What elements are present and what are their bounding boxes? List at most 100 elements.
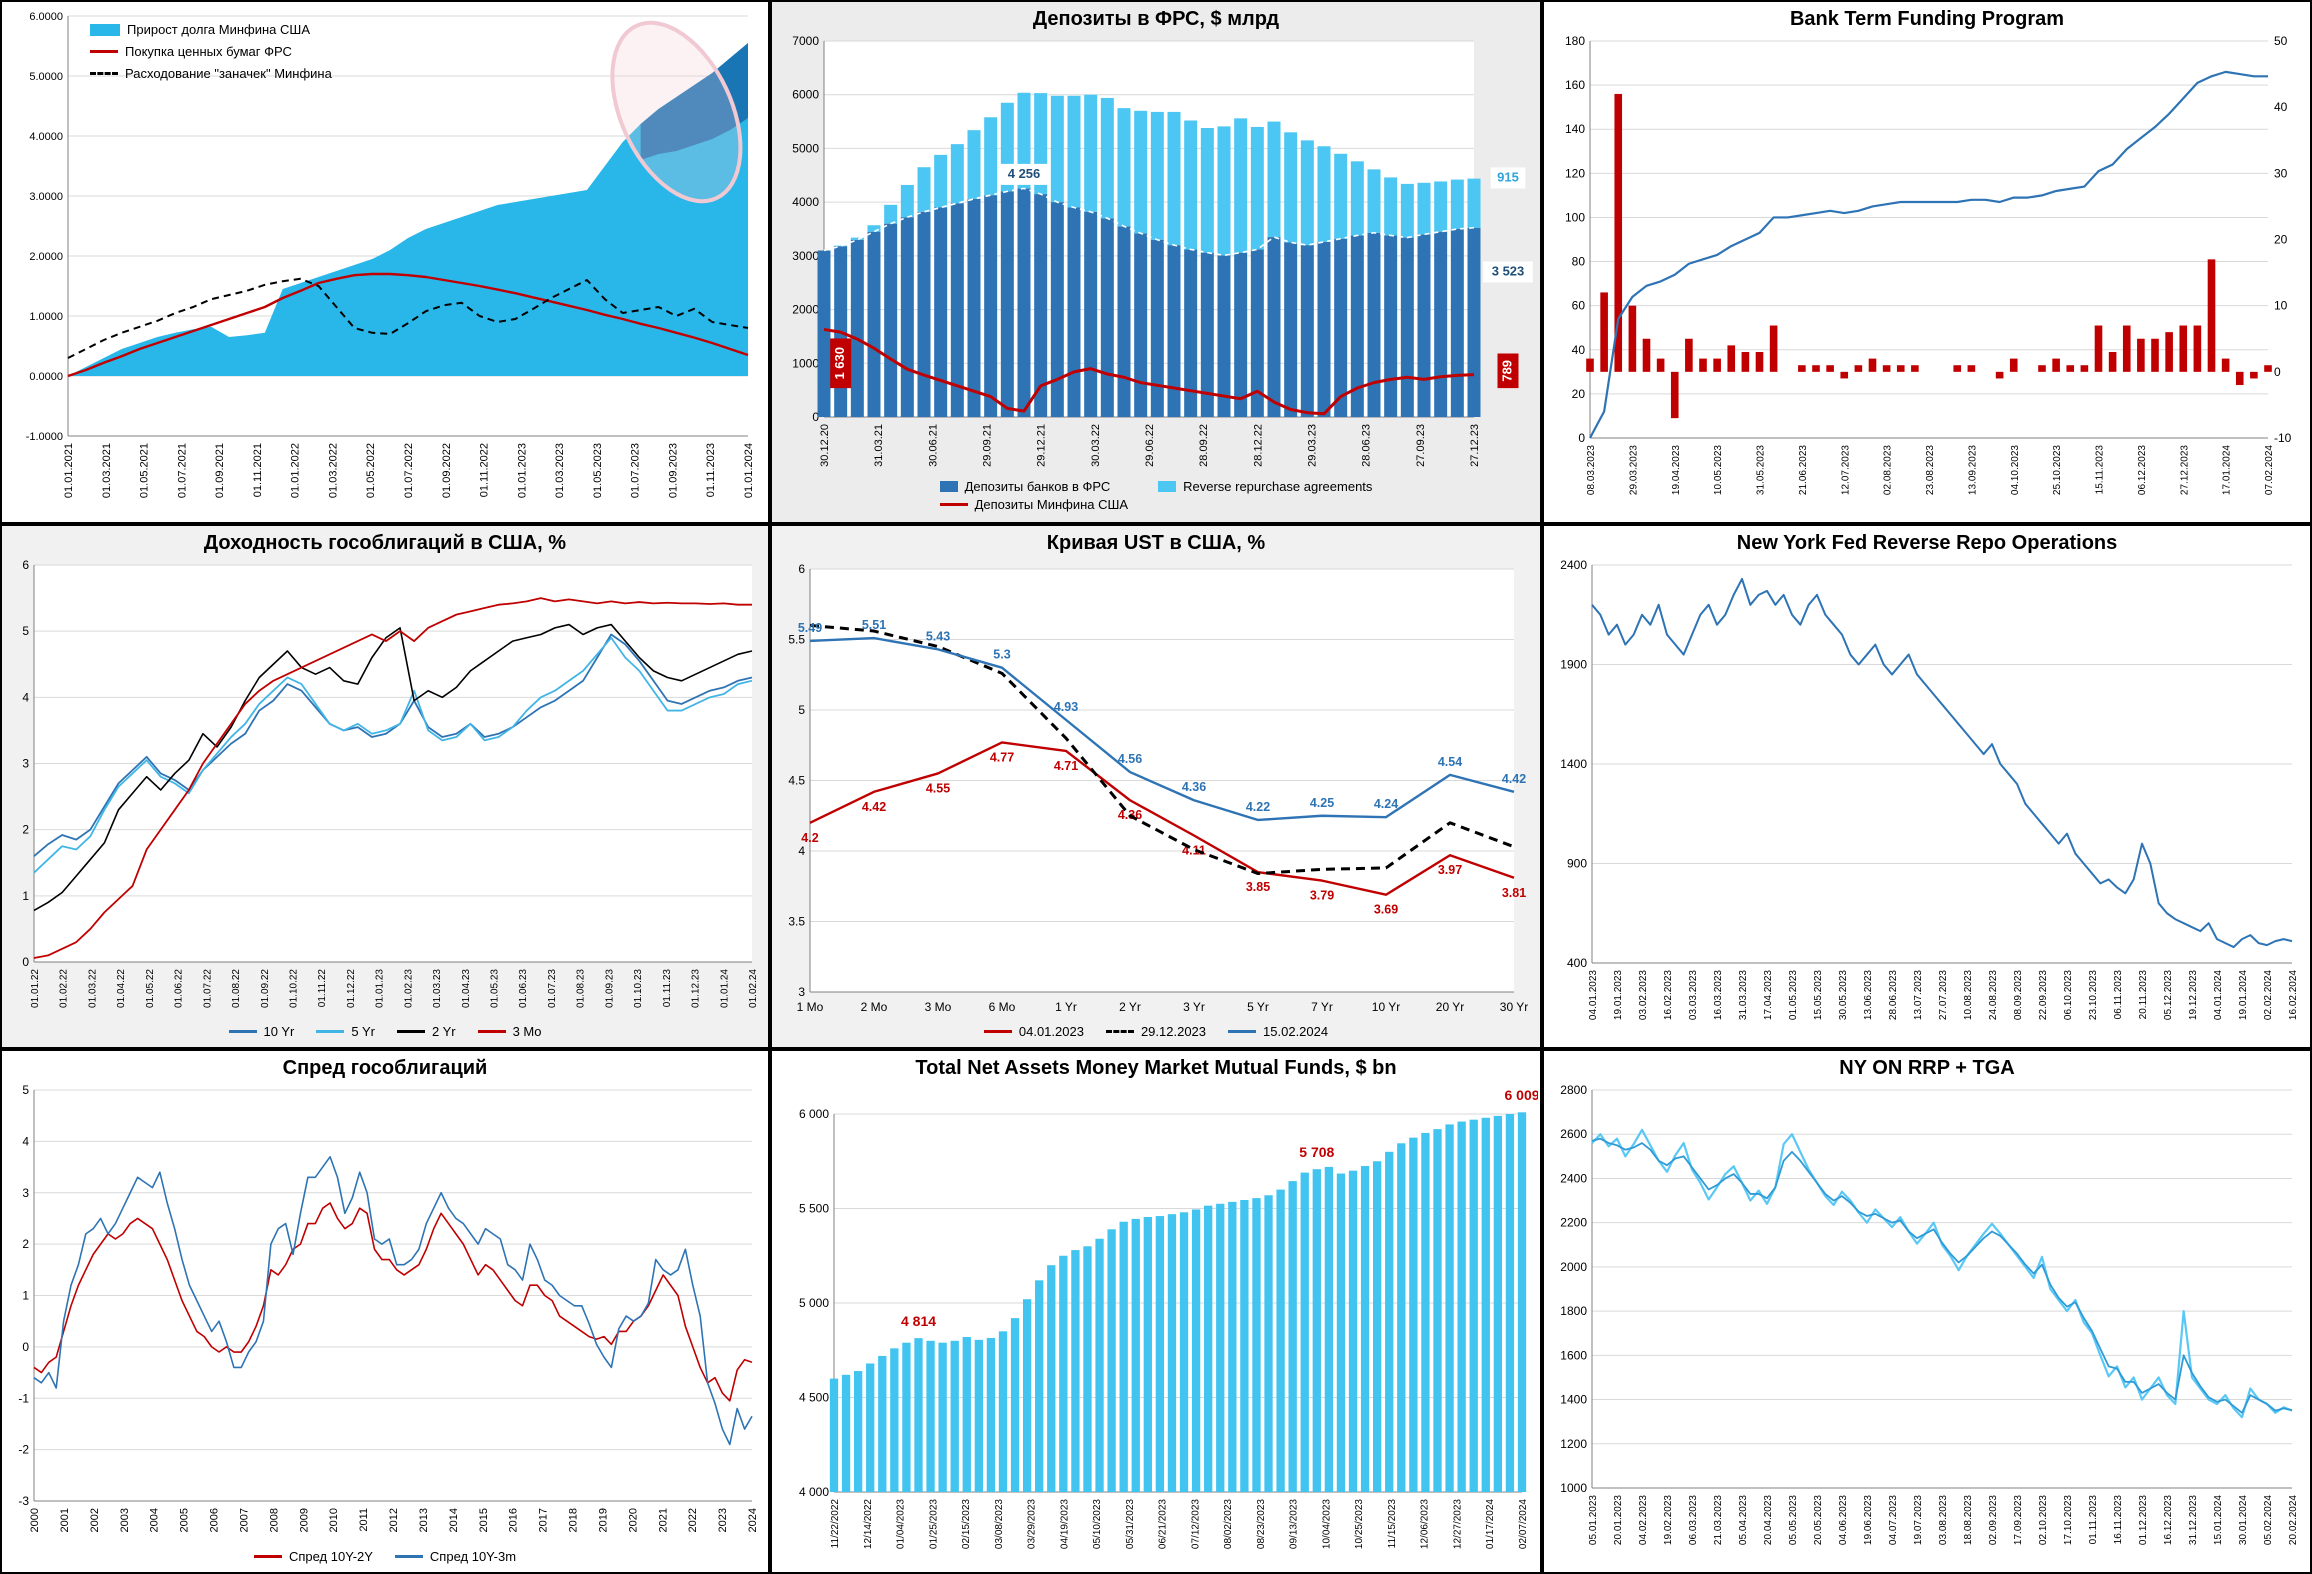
- svg-text:10/25/2023: 10/25/2023: [1354, 1499, 1365, 1549]
- svg-text:0: 0: [1578, 431, 1585, 445]
- svg-text:05.02.2024: 05.02.2024: [2263, 1495, 2274, 1545]
- legend-label: Спред 10Y-3m: [429, 1549, 517, 1564]
- svg-text:29.09.21: 29.09.21: [982, 424, 994, 467]
- svg-text:5 500: 5 500: [799, 1202, 829, 1216]
- svg-text:1: 1: [22, 1289, 29, 1303]
- panel-rrp-operations: New York Fed Reverse Repo Operations 400…: [1542, 524, 2312, 1049]
- svg-text:1900: 1900: [1560, 658, 1587, 672]
- c6-plot: 400 900 1400 1900 2400 04.01.2023 19.01.2023 03…: [1560, 558, 2299, 1020]
- svg-text:01.06.22: 01.06.22: [174, 969, 185, 1008]
- c1-legend: Прирост долга Минфина США Покупка ценных …: [90, 22, 332, 81]
- svg-text:2200: 2200: [1560, 1216, 1587, 1230]
- chart-btfp: 0 20 40 60 80 100 120 140 160 180 -10 0 10 20 30 40 50 08…: [1546, 31, 2308, 520]
- svg-text:01.03.22: 01.03.22: [87, 969, 98, 1008]
- svg-text:6: 6: [798, 562, 805, 576]
- svg-text:28.09.22: 28.09.22: [1198, 424, 1210, 467]
- svg-text:2009: 2009: [298, 1508, 310, 1532]
- svg-text:10: 10: [2274, 299, 2288, 313]
- svg-text:22.09.2023: 22.09.2023: [2038, 970, 2049, 1020]
- svg-text:01.04.23: 01.04.23: [461, 969, 472, 1008]
- svg-text:5: 5: [798, 703, 805, 717]
- svg-text:30.06.21: 30.06.21: [927, 424, 939, 467]
- legend-item: 04.01.2023: [983, 1024, 1084, 1039]
- svg-text:2003: 2003: [119, 1508, 131, 1532]
- svg-text:03/08/2023: 03/08/2023: [994, 1499, 1005, 1549]
- svg-text:2: 2: [22, 1237, 29, 1251]
- svg-text:07/12/2023: 07/12/2023: [1190, 1499, 1201, 1549]
- svg-text:21.03.2023: 21.03.2023: [1713, 1495, 1724, 1545]
- svg-text:3 Mo: 3 Mo: [925, 1000, 952, 1014]
- svg-text:13.09.2023: 13.09.2023: [1967, 445, 1978, 495]
- svg-text:0: 0: [22, 1340, 29, 1354]
- svg-text:2000: 2000: [29, 1508, 41, 1532]
- svg-text:08.09.2023: 08.09.2023: [2013, 970, 2024, 1020]
- svg-text:01.09.2022: 01.09.2022: [441, 443, 453, 498]
- svg-text:0.0000: 0.0000: [29, 371, 63, 383]
- chart-title-rrp-tga: NY ON RRP + TGA: [1839, 1057, 2015, 1079]
- svg-text:1400: 1400: [1560, 757, 1587, 771]
- legend-item: Депозиты банков в ФРС: [939, 479, 1129, 494]
- svg-text:2400: 2400: [1560, 558, 1587, 572]
- svg-text:0: 0: [22, 955, 29, 969]
- svg-text:915: 915: [1497, 169, 1519, 184]
- c2-plot: 0 1000 2000 3000 4000 5000 6000 7000 30.12.20 31.…: [792, 34, 1533, 467]
- svg-text:17.04.2023: 17.04.2023: [1763, 970, 1774, 1020]
- svg-text:19.12.2023: 19.12.2023: [2188, 970, 2199, 1020]
- svg-text:4.71: 4.71: [1054, 759, 1078, 773]
- svg-text:1000: 1000: [792, 356, 819, 370]
- svg-text:4: 4: [798, 844, 805, 858]
- svg-text:01.02.23: 01.02.23: [403, 969, 414, 1008]
- svg-text:01.11.23: 01.11.23: [662, 969, 673, 1008]
- legend-item: 10 Yr: [228, 1024, 295, 1039]
- svg-text:0: 0: [812, 410, 819, 424]
- svg-text:5.0000: 5.0000: [29, 71, 63, 83]
- svg-text:2000: 2000: [792, 303, 819, 317]
- svg-text:5.5: 5.5: [788, 633, 805, 647]
- svg-text:05/31/2023: 05/31/2023: [1125, 1499, 1136, 1549]
- svg-text:2012: 2012: [388, 1508, 400, 1532]
- svg-text:04.02.2023: 04.02.2023: [1638, 1495, 1649, 1545]
- svg-text:1.0000: 1.0000: [29, 311, 63, 323]
- svg-text:5.51: 5.51: [862, 618, 886, 632]
- svg-text:180: 180: [1565, 34, 1585, 48]
- svg-text:30: 30: [2274, 166, 2288, 180]
- svg-text:7 Yr: 7 Yr: [1311, 1000, 1333, 1014]
- svg-text:4: 4: [22, 1134, 29, 1148]
- legend-item: Прирост долга Минфина США: [90, 22, 310, 37]
- svg-text:2011: 2011: [358, 1508, 370, 1532]
- svg-text:30 Yr: 30 Yr: [1500, 1000, 1528, 1014]
- svg-text:01.09.22: 01.09.22: [260, 969, 271, 1008]
- chart-ust-curve: 3 3.5 4 4.5 5 5.5 6 1 Mo 2 Mo 3 Mo 6 Mo 1 Yr 2 Yr 3 Y…: [774, 555, 1538, 1022]
- chart-rrp-tga: 1000 1200 1400 1600 1800 2000 2200 2400 2600 2800…: [1546, 1080, 2308, 1570]
- svg-text:2023: 2023: [717, 1508, 729, 1532]
- svg-text:2800: 2800: [1560, 1083, 1587, 1097]
- svg-text:4.24: 4.24: [1374, 797, 1398, 811]
- panel-btfp: Bank Term Funding Program 0 20 40 60 80 100 12…: [1542, 0, 2312, 524]
- legend-swatch-line: [477, 1030, 506, 1033]
- panel-rrp-tga: NY ON RRP + TGA 1000 1200 1400 1600 1800 2000…: [1542, 1049, 2312, 1574]
- chart-title-ust-curve: Кривая UST в США, %: [1046, 532, 1266, 554]
- svg-text:01.11.2022: 01.11.2022: [479, 443, 491, 497]
- svg-text:3 Yr: 3 Yr: [1183, 1000, 1205, 1014]
- svg-text:5 000: 5 000: [799, 1296, 829, 1310]
- legend-label: Прирост долга Минфина США: [127, 22, 310, 37]
- legend-label: Расходование "заначек" Минфина: [125, 66, 332, 81]
- svg-text:4.0000: 4.0000: [29, 131, 63, 143]
- legend-label: Депозиты банков в ФРС: [964, 479, 1111, 494]
- svg-text:3.0000: 3.0000: [29, 191, 63, 203]
- chart-mmf-assets: 4 000 4 500 5 000 5 500 6 000 11/22/2022 12/14…: [774, 1080, 1538, 1570]
- svg-text:05.12.2023: 05.12.2023: [2163, 970, 2174, 1020]
- legend-label: 10 Yr: [263, 1024, 295, 1039]
- svg-text:4000: 4000: [792, 195, 819, 209]
- svg-text:16.02.2024: 16.02.2024: [2288, 970, 2299, 1020]
- legend-swatch-box: [939, 481, 958, 492]
- svg-text:01.02.22: 01.02.22: [59, 969, 70, 1008]
- svg-text:01.04.22: 01.04.22: [116, 969, 127, 1008]
- svg-text:5.43: 5.43: [926, 629, 950, 643]
- svg-text:5000: 5000: [792, 141, 819, 155]
- svg-text:2004: 2004: [149, 1508, 161, 1532]
- svg-text:06.12.2023: 06.12.2023: [2137, 445, 2148, 495]
- svg-text:4 000: 4 000: [799, 1485, 829, 1499]
- svg-text:04.07.2023: 04.07.2023: [1888, 1495, 1899, 1545]
